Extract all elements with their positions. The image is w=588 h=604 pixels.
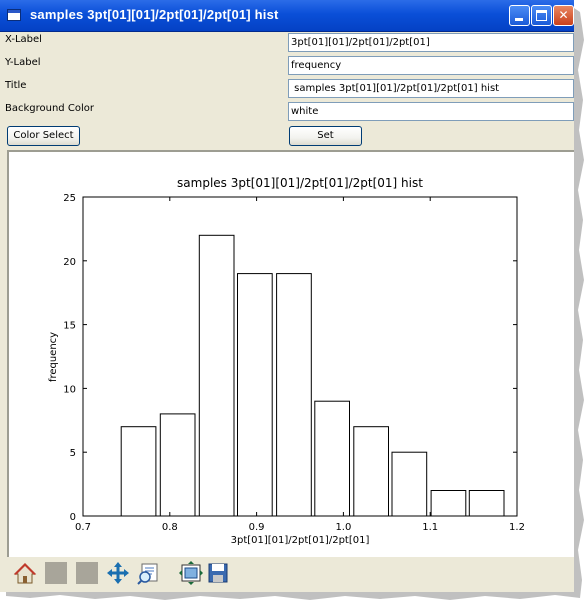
histogram-bar-3 xyxy=(198,234,235,517)
color-select-button[interactable]: Color Select xyxy=(7,126,80,146)
y-tick-label-6: 25 xyxy=(63,193,76,204)
x-tick-label-1: 0.7 xyxy=(75,522,91,533)
x-label-input[interactable] xyxy=(288,33,574,52)
maximize-button[interactable] xyxy=(531,5,552,26)
navigation-toolbar xyxy=(7,557,574,592)
back-icon[interactable] xyxy=(44,561,68,585)
histogram-bar-1 xyxy=(120,426,157,517)
app-window: samples 3pt[01][01]/2pt[01]/2pt[01] hist… xyxy=(0,0,574,592)
y-tick-label-2: 5 xyxy=(70,448,76,459)
minimize-icon xyxy=(515,18,523,21)
x-tick-label-3: 0.9 xyxy=(249,522,265,533)
y-label-input[interactable] xyxy=(288,56,574,75)
histogram-bar-6 xyxy=(314,400,350,517)
close-button[interactable]: ✕ xyxy=(553,5,574,26)
x-label-label: X-Label xyxy=(5,34,42,45)
home-icon[interactable] xyxy=(13,561,37,585)
ticks-layer: 0.7 0.8 0.9 1.0 1.1 1.2 0 5 10 15 20 25 xyxy=(63,193,525,533)
histogram-bar-4 xyxy=(237,273,273,517)
histogram-bar-2 xyxy=(159,413,196,517)
histogram-bar-10 xyxy=(468,490,505,517)
x-axis-label: 3pt[01][01]/2pt[01]/2pt[01] xyxy=(231,535,370,546)
minimize-button[interactable] xyxy=(509,5,530,26)
histogram-bar-7 xyxy=(353,426,389,517)
y-tick-label-5: 20 xyxy=(63,257,76,268)
zoom-icon[interactable] xyxy=(137,561,161,585)
chart-title: samples 3pt[01][01]/2pt[01]/2pt[01] hist xyxy=(177,176,423,190)
y-tick-label-3: 10 xyxy=(63,384,76,395)
close-icon: ✕ xyxy=(558,8,569,22)
x-tick-label-2: 0.8 xyxy=(162,522,178,533)
bars-layer xyxy=(120,234,505,517)
set-button[interactable]: Set xyxy=(289,126,362,146)
title-bar[interactable]: samples 3pt[01][01]/2pt[01]/2pt[01] hist… xyxy=(0,0,574,32)
window-title: samples 3pt[01][01]/2pt[01]/2pt[01] hist xyxy=(30,7,279,22)
histogram-bar-9 xyxy=(430,490,467,517)
app-icon xyxy=(7,9,21,21)
y-tick-label-4: 15 xyxy=(63,321,76,332)
x-tick-label-4: 1.0 xyxy=(335,522,351,533)
title-label: Title xyxy=(5,80,27,91)
subplot-config-icon[interactable] xyxy=(179,561,203,585)
title-input[interactable] xyxy=(288,79,574,98)
maximize-icon xyxy=(536,10,547,21)
histogram-bar-8 xyxy=(391,451,428,517)
y-label-label: Y-Label xyxy=(5,57,41,68)
histogram-chart: 0.7 0.8 0.9 1.0 1.1 1.2 0 5 10 15 20 25 samples 3pt… xyxy=(48,176,525,546)
y-tick-label-1: 0 xyxy=(70,512,76,523)
forward-icon[interactable] xyxy=(75,561,99,585)
background-color-label: Background Color xyxy=(5,103,94,114)
pan-icon[interactable] xyxy=(106,561,130,585)
save-icon[interactable] xyxy=(206,561,230,585)
y-axis-label: frequency xyxy=(48,332,59,382)
axes-frame xyxy=(82,196,518,517)
plot-canvas[interactable]: 0.7 0.8 0.9 1.0 1.1 1.2 0 5 10 15 20 25 samples 3pt… xyxy=(7,150,574,557)
x-tick-label-6: 1.2 xyxy=(509,522,525,533)
background-color-input[interactable] xyxy=(288,102,574,121)
x-tick-label-5: 1.1 xyxy=(422,522,438,533)
histogram-bar-5 xyxy=(276,273,312,517)
